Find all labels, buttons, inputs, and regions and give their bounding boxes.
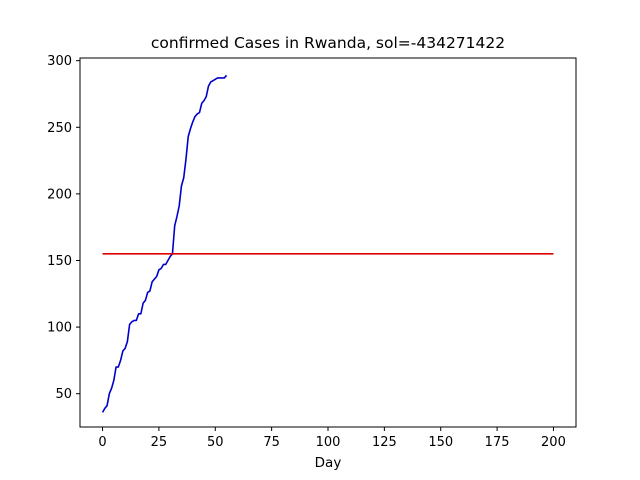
plot-lines	[101, 74, 554, 413]
y-tick-label: 250	[47, 121, 72, 136]
y-tick-label: 300	[47, 54, 72, 69]
y-tick-label: 200	[47, 187, 72, 202]
x-tick-label: 175	[485, 435, 510, 450]
y-tick-label: 150	[47, 254, 72, 269]
x-axis-label: Day	[315, 455, 342, 471]
x-axis: 0 25 50 75 100 125 150 175 200	[98, 427, 566, 450]
x-tick-label: 50	[207, 435, 224, 450]
x-tick-label: 150	[428, 435, 453, 450]
x-tick-label: 100	[316, 435, 341, 450]
y-axis: 50 100 150 200 250 300	[47, 54, 80, 402]
chart-title: confirmed Cases in Rwanda, sol=-43427142…	[151, 34, 505, 52]
y-tick-label: 100	[47, 321, 72, 336]
x-tick-label: 125	[372, 435, 397, 450]
x-tick-label: 200	[541, 435, 566, 450]
x-tick-label: 25	[151, 435, 168, 450]
series-line-1	[101, 74, 228, 413]
x-tick-label: 75	[263, 435, 280, 450]
x-tick-label: 0	[98, 435, 106, 450]
y-tick-label: 50	[55, 387, 72, 402]
